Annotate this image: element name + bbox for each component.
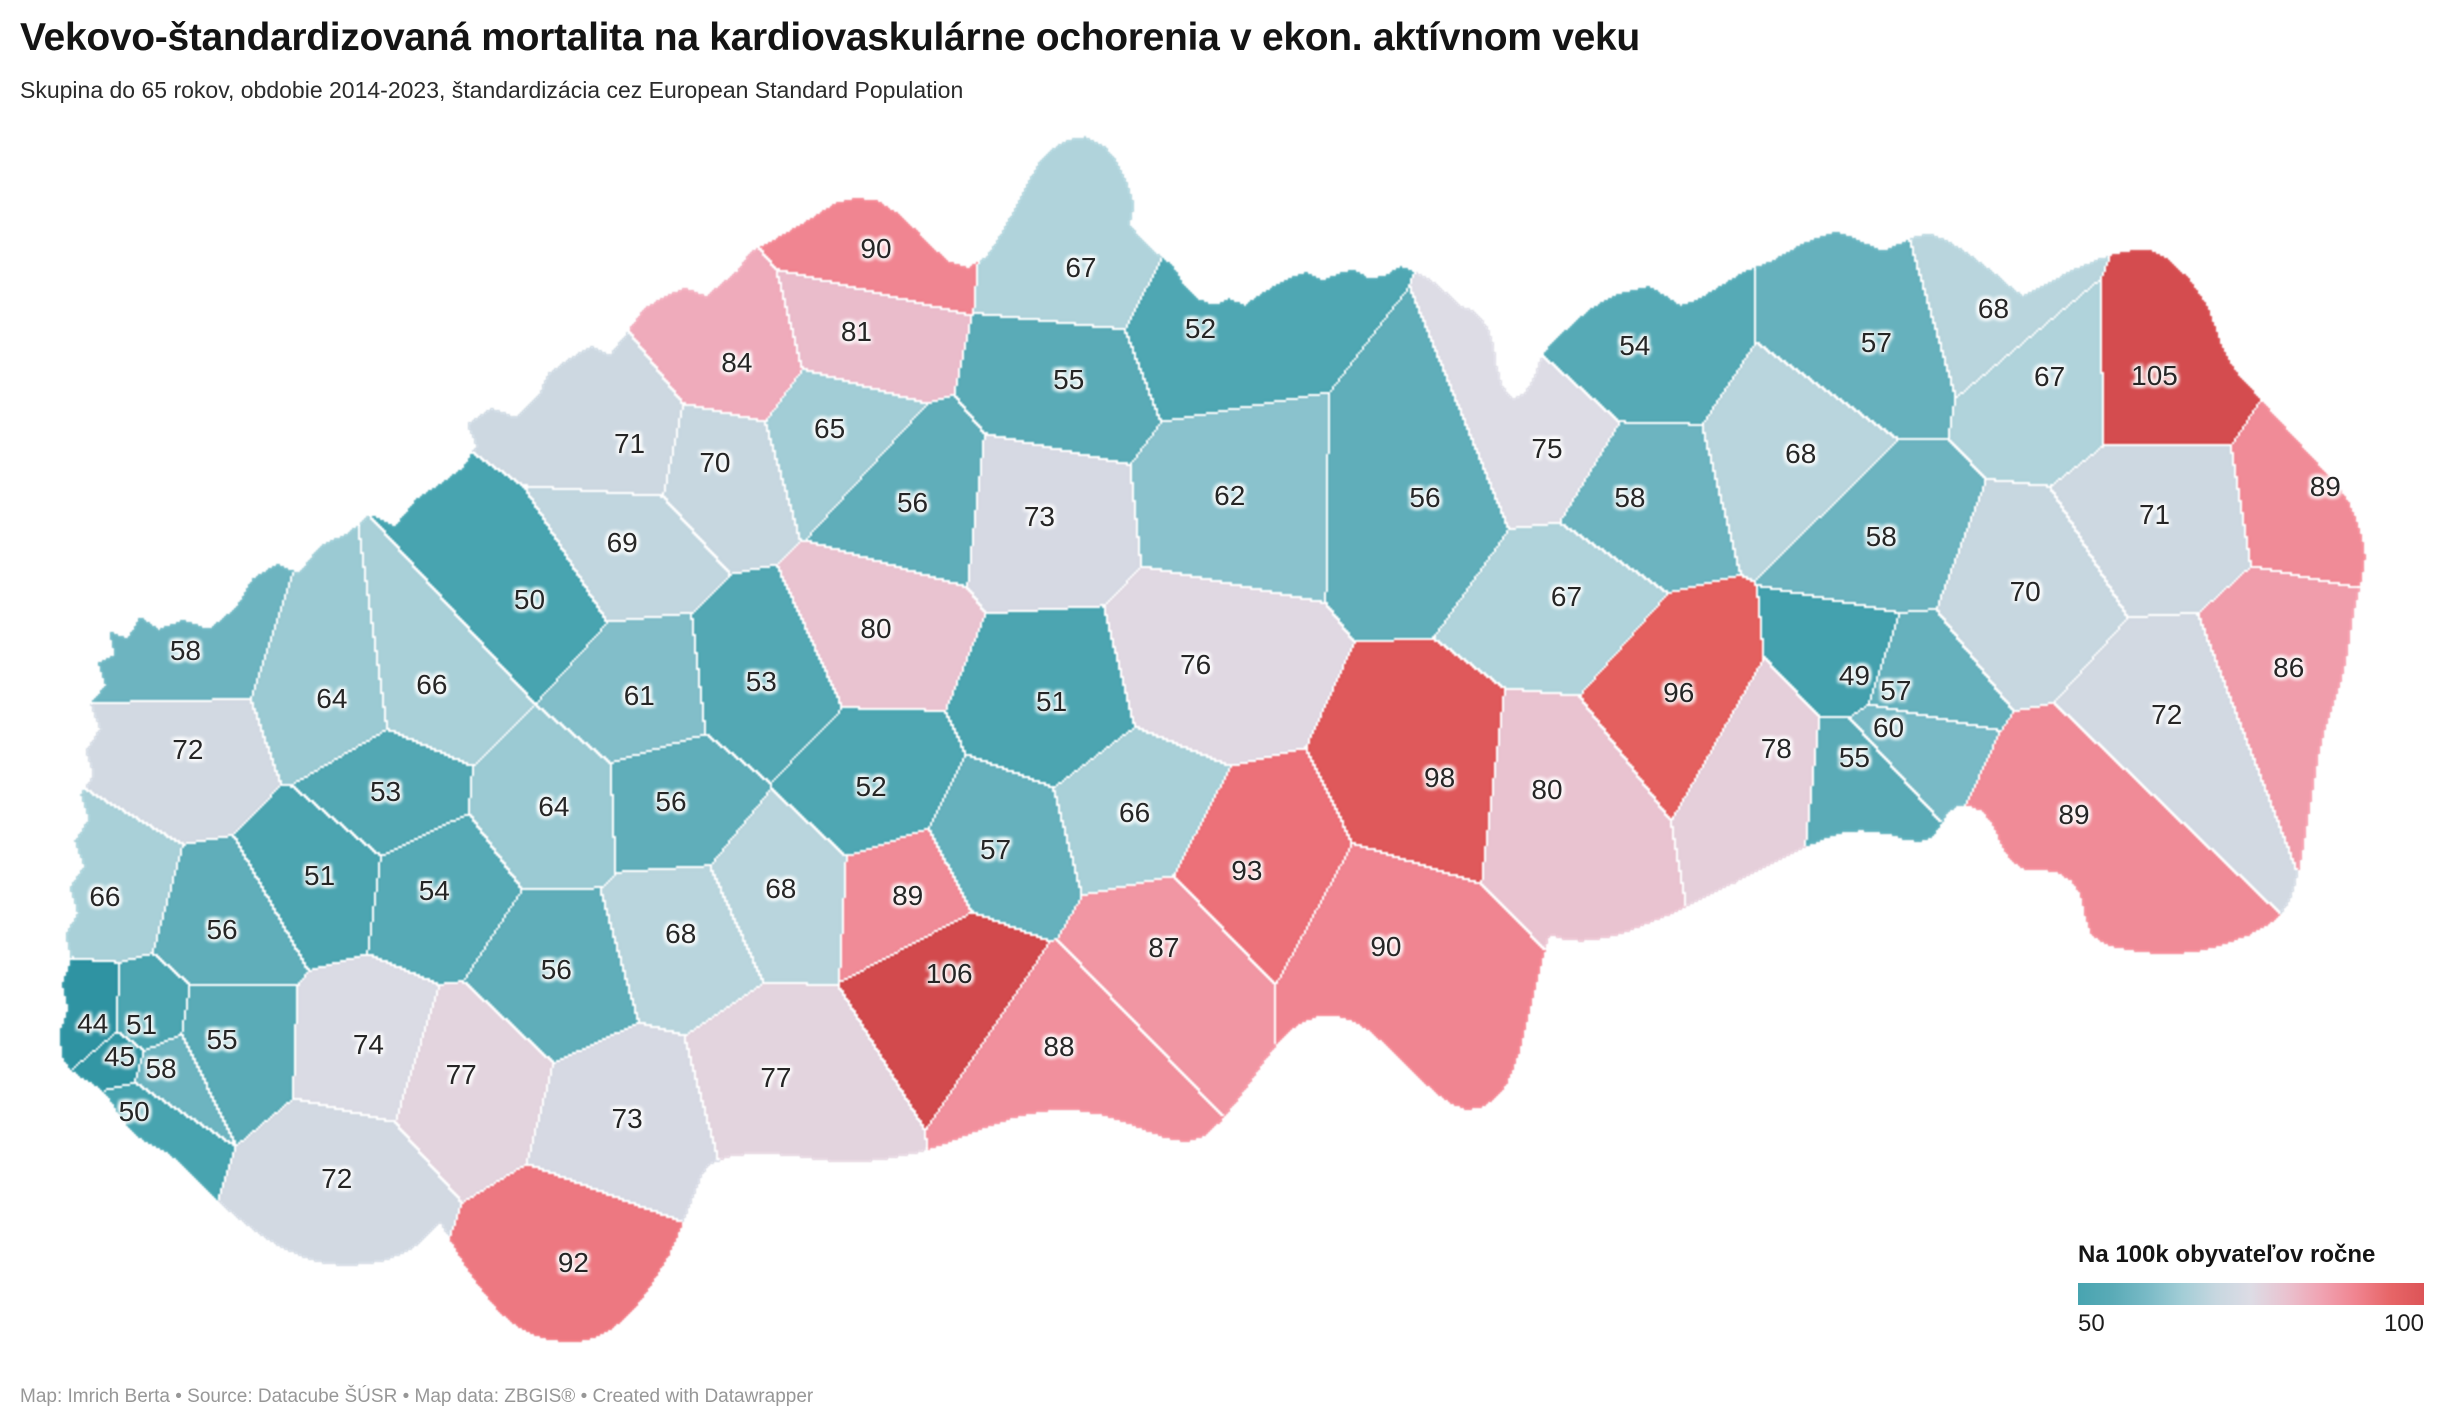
legend-ticks: 50 100 <box>2078 1310 2424 1338</box>
legend-gradient-bar <box>2078 1283 2424 1305</box>
legend-title: Na 100k obyvateľov ročne <box>2078 1241 2376 1268</box>
legend-max-label: 100 <box>2383 1310 2424 1337</box>
attribution-text: Map: Imrich Berta • Source: Datacube ŠÚS… <box>20 1386 814 1407</box>
legend-min-label: 50 <box>2078 1310 2105 1337</box>
map-attribution: Map: Imrich Berta • Source: Datacube ŠÚS… <box>20 1386 813 1408</box>
map-legend: Na 100k obyvateľov ročne 50 100 <box>2078 1241 2424 1338</box>
